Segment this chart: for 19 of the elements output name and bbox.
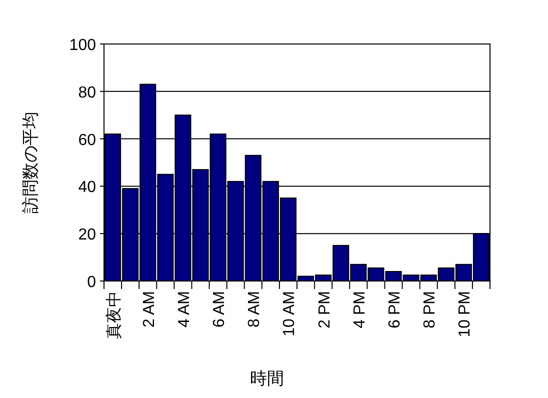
x-axis-title: 時間 bbox=[250, 369, 284, 388]
x-tick-label: 8 AM bbox=[246, 291, 264, 328]
x-tick-label: 2 PM bbox=[316, 291, 334, 328]
x-tick-label: 10 PM bbox=[456, 291, 474, 338]
x-tick-label: 8 PM bbox=[422, 291, 439, 328]
y-tick-label: 20 bbox=[78, 226, 96, 244]
x-tick-label: 2 AM bbox=[140, 291, 158, 328]
x-tick-label: 6 PM bbox=[386, 291, 404, 328]
x-tick-label: 4 PM bbox=[351, 291, 368, 328]
y-tick-label: 60 bbox=[78, 132, 96, 149]
x-tick-label: 6 AM bbox=[211, 291, 228, 328]
x-tick-label: 真夜中 bbox=[104, 291, 123, 339]
x-tick-label: 4 AM bbox=[176, 291, 193, 328]
y-axis-title: 訪問数の平均 bbox=[21, 112, 40, 214]
x-tick-label: 10 AM bbox=[281, 291, 298, 336]
y-tick-label: 40 bbox=[78, 179, 96, 196]
y-tick-label: 100 bbox=[69, 37, 96, 54]
y-tick-label: 0 bbox=[87, 274, 96, 291]
y-tick-label: 80 bbox=[78, 84, 96, 102]
